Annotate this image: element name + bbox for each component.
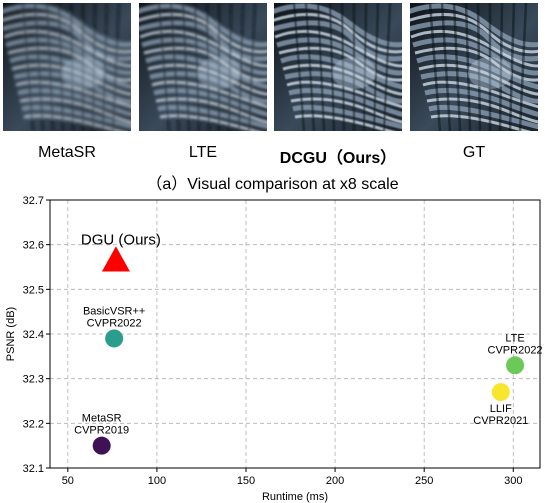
y-axis-label: PSNR (dB)	[5, 307, 17, 361]
method-label-dcgu: DCGU（Ours）	[279, 150, 397, 167]
lte-result-image	[139, 3, 267, 131]
point-lte	[506, 356, 525, 375]
y-tick-label: 32.5	[23, 284, 44, 296]
y-tick-label: 32.4	[23, 329, 44, 341]
point-label-llif: CVPR2021	[473, 415, 528, 427]
method-label-lte: LTE	[188, 144, 218, 161]
point-llif	[491, 383, 510, 402]
x-tick-label: 150	[237, 475, 255, 487]
point-label-dgu-ours: DGU (Ours)	[81, 231, 161, 248]
point-label-basicvsr: CVPR2022	[87, 317, 142, 329]
y-tick-label: 32.2	[23, 418, 44, 430]
y-tick-label: 32.6	[23, 240, 44, 252]
method-label-metasr: MetaSR	[38, 144, 96, 161]
visual-comparison-panel	[0, 0, 545, 140]
method-label-gt: GT	[462, 144, 486, 161]
x-tick-label: 100	[148, 475, 166, 487]
point-label-metasr: MetaSR	[82, 413, 122, 425]
point-label-basicvsr: BasicVSR++	[83, 305, 145, 317]
x-tick-label: 200	[326, 475, 344, 487]
x-tick-label: 50	[62, 475, 74, 487]
point-label-lte: LTE	[505, 332, 524, 344]
point-dgu-ours	[101, 246, 130, 272]
y-tick-label: 32.3	[23, 374, 44, 386]
point-label-llif: LLIF	[490, 403, 512, 415]
ground-truth-image	[410, 3, 538, 131]
y-tick-label: 32.7	[23, 195, 44, 207]
point-basicvsr	[105, 329, 124, 348]
y-tick-label: 32.1	[23, 463, 44, 475]
point-label-lte: CVPR2022	[488, 344, 543, 356]
metasr-result-image	[3, 3, 131, 131]
x-axis-label: Runtime (ms)	[262, 491, 328, 503]
x-tick-label: 250	[415, 475, 433, 487]
dcgu-result-image	[274, 3, 402, 131]
figure-caption: （a）Visual comparison at x8 scale	[146, 176, 399, 193]
psnr-runtime-scatter-chart: 50 100 150 200 250 300 32.1 32.2 32.3 32.4 32.5 32.…	[5, 195, 543, 503]
point-metasr	[92, 436, 111, 455]
x-tick-label: 300	[504, 475, 522, 487]
point-label-metasr: CVPR2019	[74, 425, 129, 437]
